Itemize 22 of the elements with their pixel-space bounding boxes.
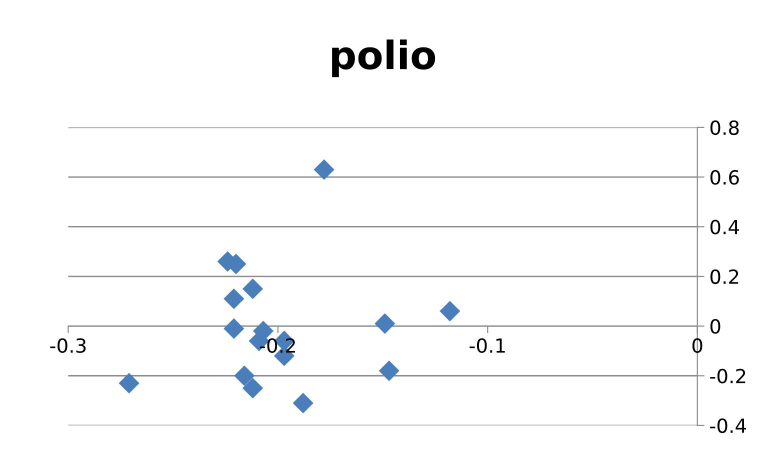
y-tick-label: 0.4 (710, 220, 739, 234)
chart-title: polio (332, 40, 436, 78)
point (314, 159, 334, 180)
x-tick-label: 0 (692, 338, 702, 353)
point (242, 378, 264, 398)
point (234, 365, 255, 386)
y-tick-label: -0.2 (710, 368, 746, 384)
point (292, 392, 314, 414)
y-tick-label: 0.6 (710, 170, 739, 185)
y-tick-label: 0 (710, 319, 720, 334)
point (224, 318, 244, 339)
point (242, 278, 264, 300)
point (224, 288, 244, 310)
point (440, 300, 460, 322)
point (118, 372, 140, 394)
point (378, 360, 400, 382)
y-tick-label: 0.2 (710, 269, 738, 284)
x-tick-label: -0.1 (470, 338, 505, 353)
y-tick-label: 0.8 (710, 120, 739, 136)
y-tick-label: -0.4 (710, 418, 746, 434)
point (374, 313, 396, 334)
x-tick-label: -0.3 (50, 338, 86, 353)
